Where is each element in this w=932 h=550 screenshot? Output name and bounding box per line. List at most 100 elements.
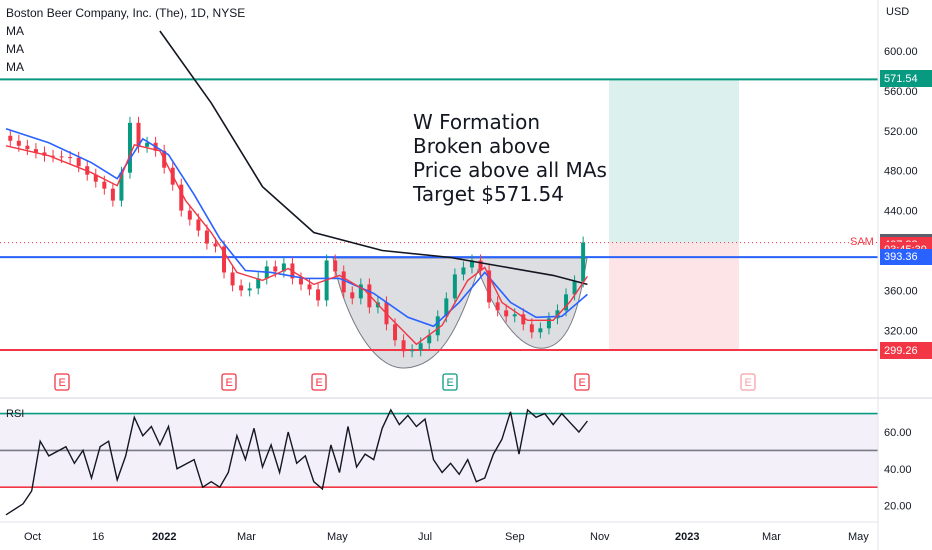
candle-body[interactable] <box>478 260 483 271</box>
time-axis-tick-7: Nov <box>590 531 610 543</box>
candle-body[interactable] <box>504 310 509 317</box>
earnings-marker-2[interactable] <box>311 373 327 391</box>
candle-body[interactable] <box>110 188 115 201</box>
candle-body[interactable] <box>401 340 406 352</box>
candle-body[interactable] <box>187 210 192 220</box>
candle-body[interactable] <box>93 174 98 182</box>
candle-body[interactable] <box>529 324 534 333</box>
candle-body[interactable] <box>358 284 363 299</box>
earnings-marker-3[interactable] <box>442 373 458 391</box>
candle-body[interactable] <box>572 281 577 295</box>
candle-body[interactable] <box>469 260 474 268</box>
candle-body[interactable] <box>179 184 184 211</box>
ma-legend-2[interactable]: MA <box>6 42 24 56</box>
price-axis-tick-4: 440.00 <box>884 206 918 218</box>
annotation-line-3: Price above all MAs <box>413 158 607 182</box>
candle-body[interactable] <box>487 270 492 303</box>
candle-body[interactable] <box>230 272 235 286</box>
candle-body[interactable] <box>204 230 209 244</box>
candle-body[interactable] <box>435 316 440 336</box>
candle-body[interactable] <box>521 314 526 325</box>
chart-title: Boston Beer Company, Inc. (The), 1D, NYS… <box>6 6 246 20</box>
candle-body[interactable] <box>119 172 124 201</box>
candle-body[interactable] <box>512 314 517 317</box>
annotation-line-4: Target $571.54 <box>413 182 564 206</box>
candle-body[interactable] <box>341 271 346 293</box>
candle-body[interactable] <box>418 343 423 351</box>
candle-body[interactable] <box>76 157 81 167</box>
candle-body[interactable] <box>495 302 500 311</box>
candle-body[interactable] <box>427 335 432 344</box>
candle-body[interactable] <box>16 140 21 146</box>
earnings-marker-1[interactable] <box>221 373 237 391</box>
earnings-marker-label-4: E <box>579 377 586 389</box>
ma-legend-1[interactable]: MA <box>6 24 24 38</box>
candle-body[interactable] <box>444 298 449 317</box>
currency-label: USD <box>886 6 910 18</box>
earnings-marker-label-0: E <box>59 377 66 389</box>
rsi-line[interactable] <box>5 408 588 516</box>
candle-body[interactable] <box>256 278 261 289</box>
time-axis-tick-5: Jul <box>418 531 432 543</box>
stop-zone[interactable] <box>609 242 739 350</box>
candle-body[interactable] <box>546 318 551 329</box>
earnings-marker-label-1: E <box>226 377 233 389</box>
rsi-axis-tick-1: 40.00 <box>884 464 912 476</box>
candle-body[interactable] <box>538 328 543 333</box>
candle-body[interactable] <box>239 285 244 291</box>
w-formation-shape[interactable] <box>332 257 588 369</box>
rsi-legend[interactable]: RSI <box>6 408 25 420</box>
target-zone[interactable] <box>609 79 739 243</box>
candle-body[interactable] <box>25 145 30 150</box>
time-axis-tick-2: 2022 <box>152 531 176 543</box>
candle-body[interactable] <box>333 260 338 272</box>
candle-body[interactable] <box>222 246 227 273</box>
candle-body[interactable] <box>51 155 56 157</box>
earnings-marker-5[interactable] <box>740 373 756 391</box>
candle-body[interactable] <box>8 135 13 141</box>
candle-body[interactable] <box>316 289 321 301</box>
candle-body[interactable] <box>59 156 64 158</box>
price-axis-tick-1: 560.00 <box>884 86 918 98</box>
candle-body[interactable] <box>452 274 457 299</box>
candle-body[interactable] <box>350 292 355 299</box>
annotation-line-2: Broken above <box>413 134 551 158</box>
annotation-text: W Formation Broken above Price above all… <box>413 110 607 206</box>
candle-body[interactable] <box>145 142 150 147</box>
candle-body[interactable] <box>410 350 415 352</box>
ma-legend-3[interactable]: MA <box>6 60 24 74</box>
candle-body[interactable] <box>581 242 586 282</box>
rsi-axis-tick-0: 60.00 <box>884 427 912 439</box>
rsi-axis-tick-2: 20.00 <box>884 501 912 513</box>
earnings-marker-label-2: E <box>316 377 323 389</box>
price-axis-tick-2: 520.00 <box>884 126 918 138</box>
candle-body[interactable] <box>33 149 38 153</box>
candle-body[interactable] <box>281 263 286 272</box>
annotation-line-1: W Formation <box>413 110 541 134</box>
candle-body[interactable] <box>196 219 201 231</box>
price-axis-tick-7: 320.00 <box>884 325 918 337</box>
candle-body[interactable] <box>298 278 303 285</box>
rsi-panel[interactable] <box>0 408 878 516</box>
earnings-marker-4[interactable] <box>574 373 590 391</box>
candle-body[interactable] <box>102 181 107 189</box>
candle-body[interactable] <box>213 243 218 247</box>
price-tag-1: 571.54 <box>880 71 932 88</box>
candle-body[interactable] <box>127 122 132 173</box>
candle-body[interactable] <box>555 310 560 319</box>
price-tag-7: 299.26 <box>880 342 932 359</box>
candle-body[interactable] <box>307 284 312 290</box>
candle-body[interactable] <box>136 122 141 147</box>
ma-fast-line[interactable] <box>5 143 588 346</box>
candle-body[interactable] <box>461 267 466 275</box>
candle-body[interactable] <box>68 157 73 159</box>
candle-body[interactable] <box>564 294 569 311</box>
earnings-marker-label-3: E <box>447 377 454 389</box>
earnings-marker-0[interactable] <box>54 373 70 391</box>
candle-body[interactable] <box>393 324 398 341</box>
candle-body[interactable] <box>247 288 252 291</box>
candle-body[interactable] <box>273 266 278 272</box>
ma-slow-line[interactable] <box>159 30 588 286</box>
